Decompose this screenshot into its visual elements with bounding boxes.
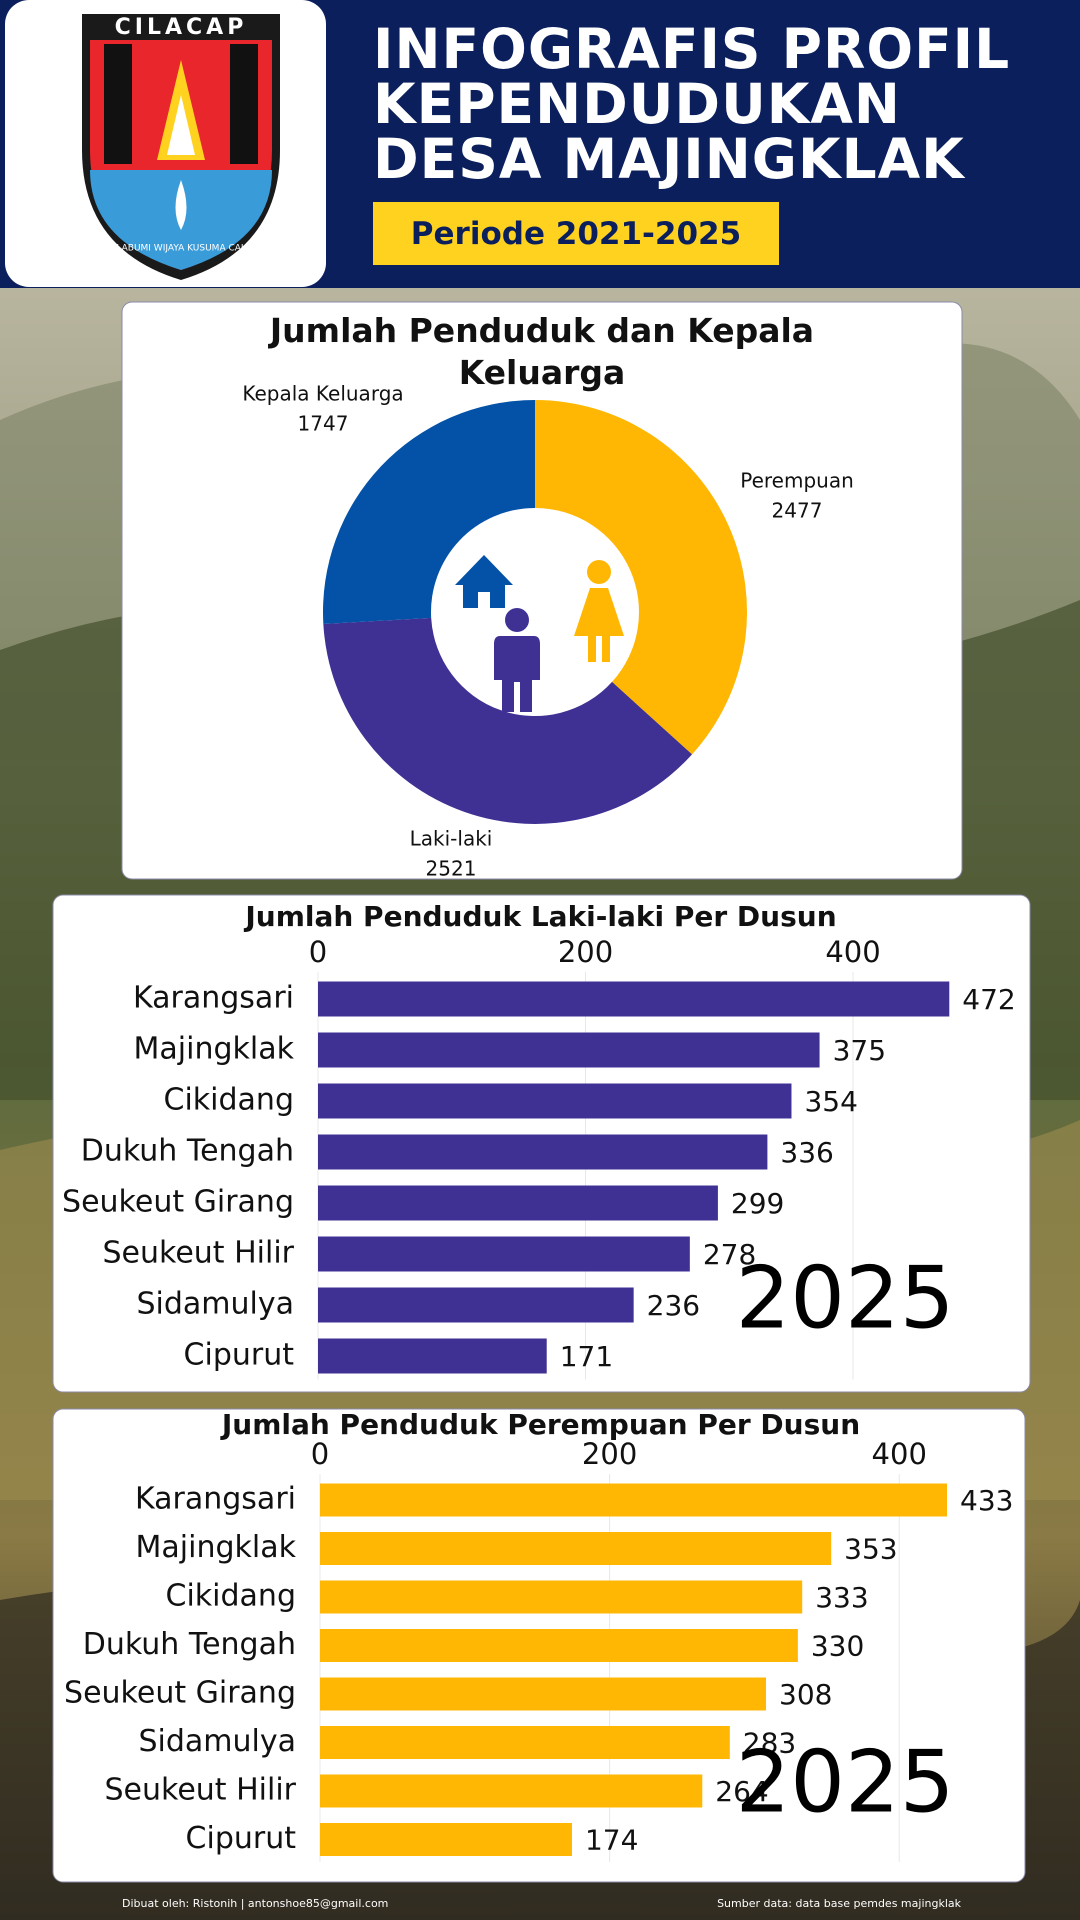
bar bbox=[318, 1185, 718, 1221]
bar bbox=[318, 981, 950, 1017]
x-tick-label: 200 bbox=[558, 935, 613, 969]
category-label: Sidamulya bbox=[138, 1724, 296, 1759]
slice-label: Kepala Keluarga bbox=[242, 382, 403, 406]
category-label: Majingklak bbox=[134, 1032, 295, 1067]
year-annotation: 2025 bbox=[736, 1248, 955, 1348]
x-tick-label: 0 bbox=[309, 935, 327, 969]
header-title: INFOGRAFIS PROFIL KEPENDUDUKAN DESA MAJI… bbox=[373, 22, 1010, 187]
category-label: Cipurut bbox=[186, 1821, 297, 1856]
category-label: Karangsari bbox=[133, 981, 294, 1016]
year-annotation: 2025 bbox=[736, 1732, 955, 1832]
bar bbox=[320, 1483, 948, 1517]
chart-title: Jumlah Penduduk Laki-laki Per Dusun bbox=[243, 900, 836, 933]
donut-card bbox=[121, 301, 963, 880]
x-tick-label: 200 bbox=[582, 1437, 637, 1471]
value-label: 264 bbox=[715, 1775, 768, 1808]
value-label: 375 bbox=[833, 1034, 886, 1067]
value-label: 472 bbox=[962, 983, 1015, 1016]
logo: CILACAP JALABUMI WIJAYA KUSUMA CAKTI bbox=[82, 14, 280, 280]
donut-slice bbox=[323, 617, 693, 824]
bar bbox=[320, 1823, 572, 1856]
value-label: 354 bbox=[804, 1085, 857, 1118]
value-label: 236 bbox=[647, 1289, 700, 1322]
category-label: Seukeut Hilir bbox=[105, 1773, 297, 1808]
category-label: Dukuh Tengah bbox=[83, 1627, 296, 1662]
slice-label: Laki-laki bbox=[410, 827, 493, 851]
house-icon bbox=[455, 555, 513, 608]
x-tick-label: 400 bbox=[872, 1437, 927, 1471]
bar bbox=[320, 1532, 832, 1565]
category-label: Seukeut Girang bbox=[64, 1676, 296, 1711]
bar bbox=[318, 1134, 768, 1170]
value-label: 299 bbox=[731, 1187, 784, 1220]
category-label: Seukeut Hilir bbox=[103, 1236, 295, 1271]
bar bbox=[320, 1774, 703, 1808]
slice-value: 1747 bbox=[298, 412, 349, 436]
slice-value: 2521 bbox=[426, 857, 477, 881]
category-label: Cipurut bbox=[184, 1338, 295, 1373]
category-label: Seukeut Girang bbox=[62, 1185, 294, 1220]
bar bbox=[318, 1338, 547, 1374]
x-tick-label: 0 bbox=[311, 1437, 329, 1471]
value-label: 336 bbox=[780, 1136, 833, 1169]
bar bbox=[318, 1287, 634, 1323]
footer-credit: Dibuat oleh: Ristonih | antonshoe85@gmai… bbox=[122, 1897, 388, 1910]
people-icons bbox=[455, 555, 624, 712]
chart-title: Jumlah Penduduk dan Kepala Keluarga bbox=[269, 311, 815, 392]
category-label: Dukuh Tengah bbox=[81, 1134, 294, 1169]
header-title-line: DESA MAJINGKLAK bbox=[373, 127, 965, 191]
footer-source: Sumber data: data base pemdes majingklak bbox=[717, 1897, 962, 1910]
value-label: 171 bbox=[560, 1340, 613, 1373]
value-label: 308 bbox=[779, 1678, 832, 1711]
footer: Dibuat oleh: Ristonih | antonshoe85@gmai… bbox=[122, 1897, 962, 1910]
bar bbox=[320, 1726, 730, 1759]
value-label: 333 bbox=[815, 1581, 868, 1614]
value-label: 278 bbox=[703, 1238, 756, 1271]
woman-icon bbox=[574, 560, 624, 662]
bar bbox=[320, 1629, 798, 1662]
charts: Perempuan 2477 Laki-laki 2521 Kepala Keluarg… bbox=[62, 382, 1016, 1862]
header-title-line: INFOGRAFIS PROFIL bbox=[373, 17, 1011, 81]
bar bbox=[320, 1677, 767, 1711]
bar bbox=[318, 1083, 792, 1119]
period-badge: Periode 2021-2025 bbox=[373, 202, 779, 265]
x-tick-label: 400 bbox=[825, 935, 880, 969]
bar bbox=[318, 1032, 820, 1068]
logo-motto: JALABUMI WIJAYA KUSUMA CAKTI bbox=[107, 244, 255, 254]
bar bbox=[318, 1236, 690, 1272]
category-label: Karangsari bbox=[135, 1482, 296, 1517]
value-label: 330 bbox=[811, 1630, 864, 1663]
bar bbox=[320, 1580, 803, 1614]
value-label: 283 bbox=[743, 1727, 796, 1760]
category-label: Cikidang bbox=[164, 1083, 294, 1118]
category-label: Cikidang bbox=[166, 1579, 296, 1614]
donut-slice bbox=[535, 400, 747, 755]
category-label: Majingklak bbox=[136, 1530, 297, 1565]
logo-name: CILACAP bbox=[115, 15, 248, 40]
category-label: Sidamulya bbox=[136, 1287, 294, 1322]
value-label: 174 bbox=[585, 1824, 638, 1857]
donut-slice bbox=[323, 400, 535, 624]
header: CILACAP JALABUMI WIJAYA KUSUMA CAKTI bbox=[0, 0, 1080, 288]
value-label: 433 bbox=[960, 1484, 1013, 1517]
slice-label: Perempuan bbox=[740, 469, 854, 493]
chart-title: Jumlah Penduduk Perempuan Per Dusun bbox=[220, 1408, 860, 1441]
slice-value: 2477 bbox=[772, 499, 823, 523]
value-label: 353 bbox=[844, 1533, 897, 1566]
man-icon bbox=[494, 608, 540, 712]
header-title-line: KEPENDUDUKAN bbox=[373, 72, 901, 136]
